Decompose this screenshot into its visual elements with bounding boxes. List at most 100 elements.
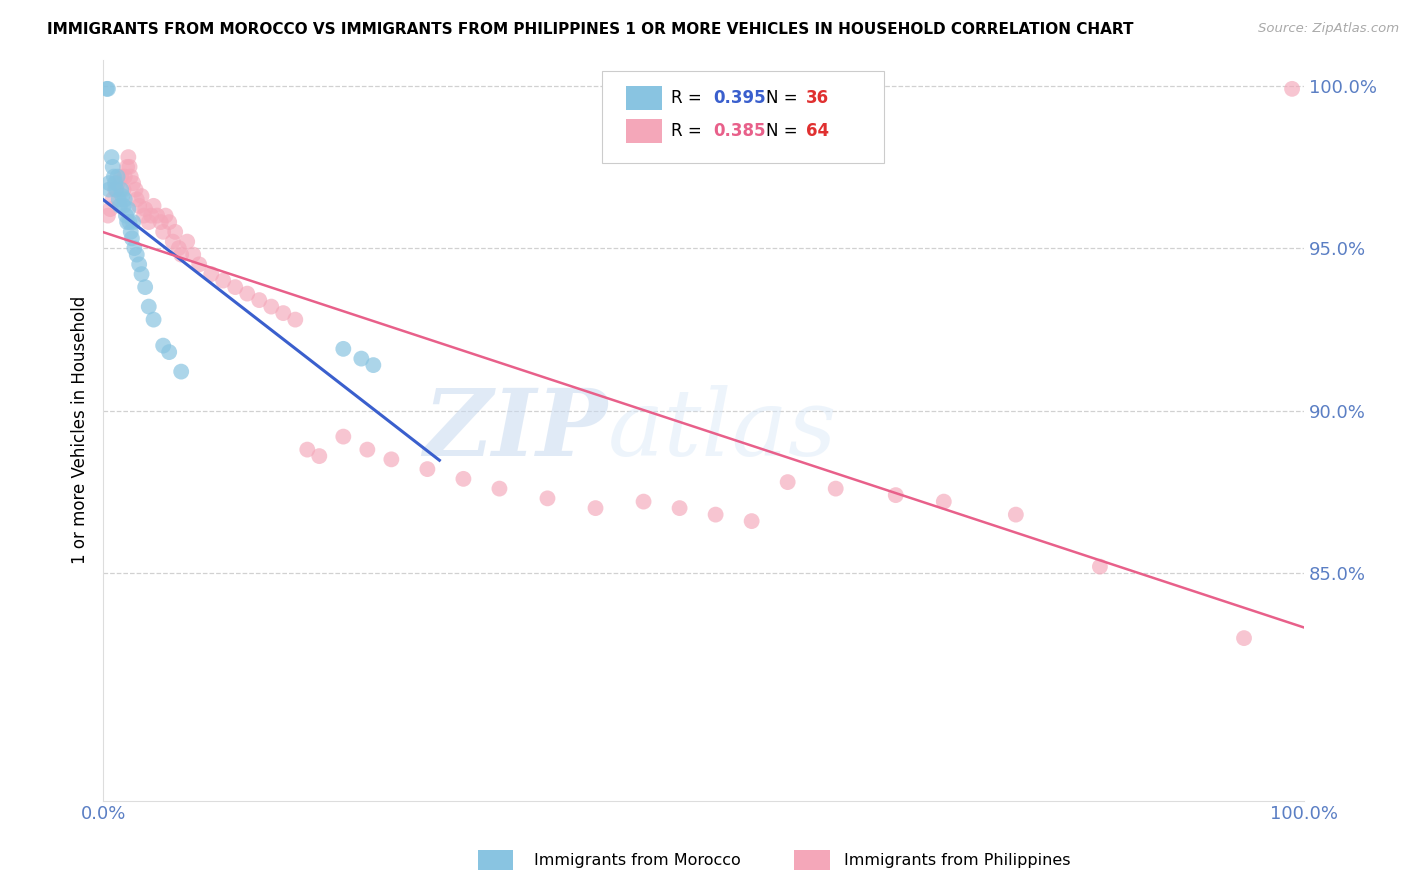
Point xyxy=(122,176,145,190)
Point xyxy=(108,199,131,213)
Point xyxy=(585,501,607,516)
Point xyxy=(157,215,180,229)
Point xyxy=(131,267,153,281)
Point xyxy=(96,82,118,96)
Point xyxy=(118,160,141,174)
Point xyxy=(128,257,150,271)
Point xyxy=(146,209,169,223)
Point xyxy=(181,247,204,261)
Point xyxy=(107,192,129,206)
Point xyxy=(114,192,136,206)
Point xyxy=(117,150,139,164)
Point xyxy=(350,351,373,366)
Point xyxy=(165,225,187,239)
Point xyxy=(141,209,163,223)
Point xyxy=(176,235,198,249)
Point xyxy=(356,442,378,457)
Point xyxy=(120,225,142,239)
Point xyxy=(308,449,330,463)
Point xyxy=(297,442,319,457)
Point xyxy=(200,267,222,281)
Point xyxy=(363,358,385,372)
Point xyxy=(101,192,124,206)
Point xyxy=(1233,631,1256,645)
Point xyxy=(121,231,143,245)
Text: ZIP: ZIP xyxy=(423,385,607,475)
Text: R =: R = xyxy=(671,121,707,140)
Point xyxy=(332,342,354,356)
Point xyxy=(115,160,138,174)
Point xyxy=(152,338,174,352)
Text: 64: 64 xyxy=(806,121,828,140)
Point xyxy=(1005,508,1028,522)
Point xyxy=(284,312,307,326)
Point xyxy=(107,176,129,190)
Point xyxy=(97,209,120,223)
Text: atlas: atlas xyxy=(607,385,837,475)
Point xyxy=(122,215,145,229)
Point xyxy=(884,488,907,502)
Text: IMMIGRANTS FROM MOROCCO VS IMMIGRANTS FROM PHILIPPINES 1 OR MORE VEHICLES IN HOU: IMMIGRANTS FROM MOROCCO VS IMMIGRANTS FR… xyxy=(48,22,1133,37)
Point xyxy=(380,452,402,467)
Point xyxy=(98,176,121,190)
Point xyxy=(124,183,146,197)
Point xyxy=(142,199,165,213)
Bar xyxy=(626,119,662,143)
Point xyxy=(134,280,156,294)
Text: Immigrants from Philippines: Immigrants from Philippines xyxy=(844,854,1070,868)
Point xyxy=(155,209,177,223)
Point xyxy=(271,306,294,320)
Point xyxy=(125,247,148,261)
Point xyxy=(110,169,132,184)
Point xyxy=(142,312,165,326)
Text: 0.385: 0.385 xyxy=(713,121,766,140)
Point xyxy=(1281,82,1303,96)
Point xyxy=(124,241,146,255)
Point xyxy=(104,183,127,197)
Point xyxy=(98,183,121,197)
Point xyxy=(188,257,211,271)
Point xyxy=(98,202,121,216)
Point xyxy=(162,235,184,249)
Point xyxy=(152,225,174,239)
Point xyxy=(932,494,955,508)
Point xyxy=(212,274,235,288)
Point xyxy=(115,209,138,223)
Point xyxy=(128,199,150,213)
Point xyxy=(118,215,141,229)
Point xyxy=(167,241,190,255)
Bar xyxy=(626,87,662,110)
Point xyxy=(138,215,160,229)
Point xyxy=(704,508,727,522)
Text: N =: N = xyxy=(766,89,803,107)
Text: R =: R = xyxy=(671,89,707,107)
Point xyxy=(260,300,283,314)
Point xyxy=(114,169,136,184)
Point xyxy=(776,475,799,489)
Point xyxy=(170,365,193,379)
Point xyxy=(224,280,246,294)
Point xyxy=(111,189,134,203)
Point xyxy=(824,482,846,496)
Point xyxy=(103,169,125,184)
Point xyxy=(170,247,193,261)
Point xyxy=(149,215,172,229)
Point xyxy=(132,209,155,223)
Point xyxy=(131,189,153,203)
Point xyxy=(115,215,138,229)
Point xyxy=(112,199,135,213)
Point xyxy=(105,183,128,197)
Point xyxy=(120,169,142,184)
Text: 36: 36 xyxy=(806,89,828,107)
Point xyxy=(100,150,122,164)
Point xyxy=(453,472,475,486)
Point xyxy=(101,160,124,174)
Point xyxy=(536,491,558,506)
Point xyxy=(117,202,139,216)
Y-axis label: 1 or more Vehicles in Household: 1 or more Vehicles in Household xyxy=(72,296,89,565)
Point xyxy=(416,462,439,476)
Point xyxy=(134,202,156,216)
Point xyxy=(741,514,763,528)
Point xyxy=(157,345,180,359)
Point xyxy=(97,82,120,96)
